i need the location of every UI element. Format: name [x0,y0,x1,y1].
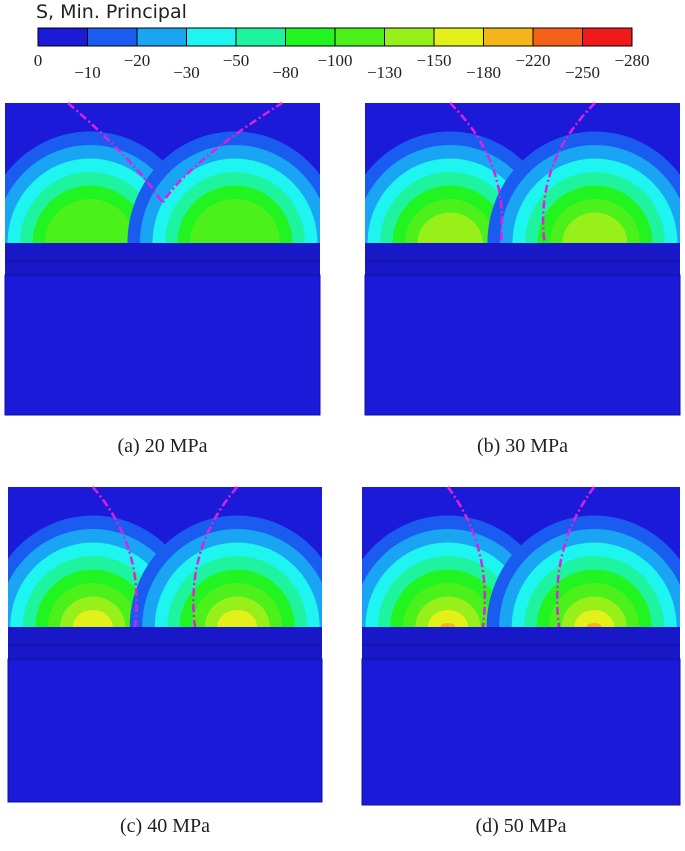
color-swatch [285,27,336,47]
contour-panel [4,101,321,416]
lower-body [364,274,681,416]
legend-label: −150 [416,51,451,70]
color-swatch [235,27,286,47]
legend-label: −30 [173,63,200,82]
lower-body [4,274,321,416]
contour-band [72,610,113,632]
zero-stress-contour [67,101,283,206]
color-swatch [384,27,435,47]
contour-band [45,199,136,248]
panels [4,101,681,806]
color-swatch [37,27,88,47]
legend-label: −280 [614,51,649,70]
contour-band [217,610,258,632]
legend-title: S, Min. Principal [36,1,187,23]
panel-caption: (c) 40 MPa [120,815,210,837]
contour-band [189,199,280,248]
lower-body [7,658,323,803]
stress-lobes [8,515,322,632]
color-swatch [433,27,484,47]
color-swatch [87,27,138,47]
stress-lobes [362,515,680,632]
stress-lobes [5,131,320,248]
legend-label: −10 [74,63,101,82]
contact-band [362,627,680,659]
contact-band [5,243,320,275]
color-swatch [334,27,385,47]
zero-stress-contour [446,486,596,628]
legend-label: −250 [565,63,600,82]
contour-panel [361,486,681,806]
contour-panel [364,102,681,416]
color-swatch [582,27,633,47]
colorbar: 0 −10 −20 −30 −50 −80 −100 −130 −150 −180 −220 −250… [34,27,650,82]
panel-caption: (a) 20 MPa [118,435,208,457]
legend-label: −100 [317,51,352,70]
contact-band [365,243,680,275]
legend-label: −130 [367,63,402,82]
legend-label: −50 [223,51,250,70]
color-swatch [483,27,534,47]
panel-caption: (b) 30 MPa [477,435,568,457]
contour-band [562,212,628,248]
color-swatch [186,27,237,47]
contour-band [427,610,468,632]
legend-label: −20 [124,51,151,70]
lower-body [361,658,681,806]
zero-stress-contour [91,486,239,628]
zero-stress-contour [449,102,596,244]
legend-label: −80 [272,63,299,82]
legend-label: −220 [515,51,550,70]
legend-label: 0 [34,51,43,70]
panel-caption: (d) 50 MPa [475,815,566,837]
contour-band [417,212,483,248]
contact-band [8,627,322,659]
color-swatch [136,27,187,47]
contour-band [574,610,615,632]
color-swatch [532,27,583,47]
contour-panel [7,486,323,803]
stress-lobes [365,131,680,248]
legend-label: −180 [466,63,501,82]
